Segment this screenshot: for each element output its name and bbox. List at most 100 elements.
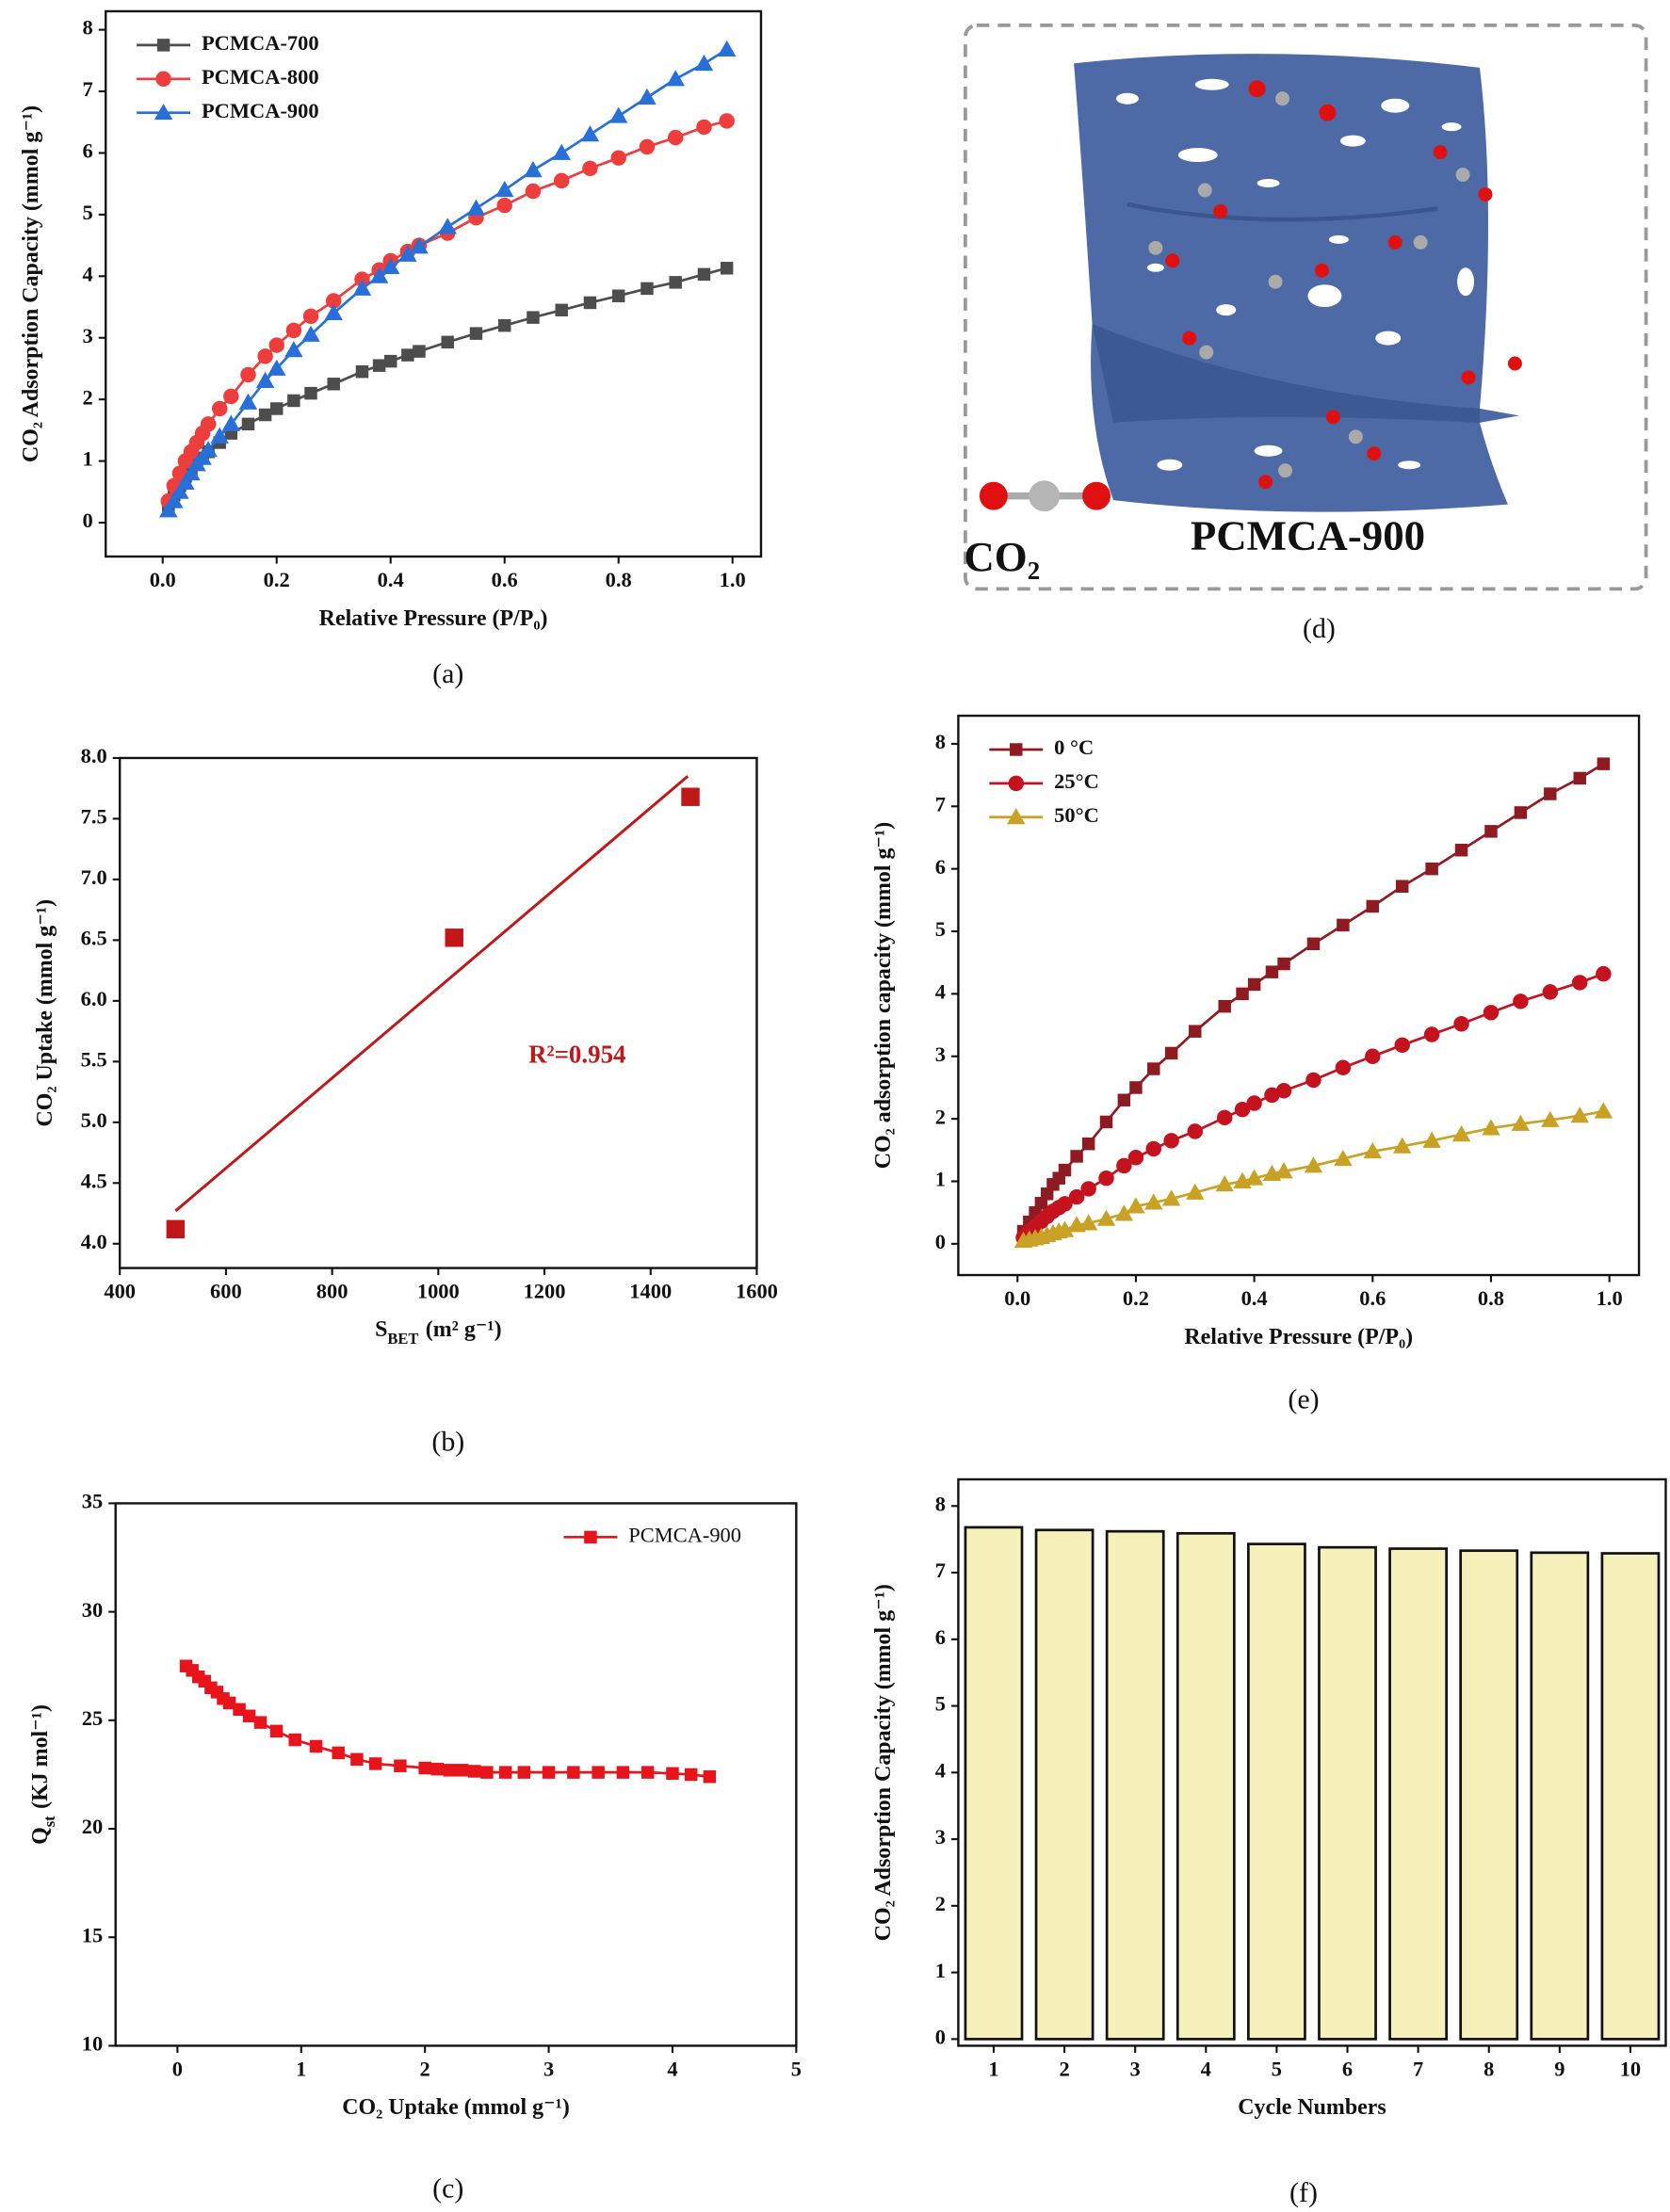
- x-tick-label: 800: [316, 1280, 349, 1303]
- marker: [211, 400, 228, 417]
- y-axis-label-part: st: [41, 1816, 58, 1827]
- marker: [413, 345, 426, 358]
- y-tick-label: 4: [935, 980, 946, 1004]
- marker: [200, 416, 217, 432]
- panel-label: (f): [1289, 2177, 1318, 2208]
- y-tick-label: 3: [935, 1825, 946, 1849]
- marker: [354, 271, 370, 287]
- x-tick-label: 7: [1413, 2058, 1423, 2081]
- x-tick-label: 1.0: [720, 568, 746, 591]
- marker: [1129, 1081, 1143, 1094]
- x-tick-label: 1: [988, 2058, 998, 2081]
- y-tick-label: 7: [935, 792, 946, 815]
- marker: [638, 88, 657, 105]
- series-line: [167, 120, 728, 502]
- x-axis-label: CO₂ Uptake (mmol g⁻¹): [342, 2095, 570, 2120]
- marker: [1304, 1156, 1323, 1173]
- marker: [1080, 1181, 1096, 1197]
- marker: [355, 364, 369, 379]
- bar: [1247, 1542, 1306, 2041]
- y-tick-label: 7: [83, 77, 93, 101]
- marker: [466, 199, 486, 216]
- x-tick-label: 1600: [736, 1280, 778, 1303]
- y-axis-label: Qst (KJ mol⁻¹): [28, 1704, 58, 1845]
- marker: [155, 71, 171, 88]
- bar: [1175, 1531, 1236, 2041]
- data-point: [166, 1219, 186, 1239]
- x-tick-label: 0: [172, 2058, 183, 2081]
- marker: [669, 276, 682, 289]
- y-tick-label: 20: [82, 1815, 103, 1838]
- y-axis-label: CO₂ adsorption capacity (mmol g⁻¹): [871, 822, 896, 1170]
- marker: [1117, 1093, 1131, 1106]
- marker: [717, 40, 737, 57]
- legend-label: PCMCA-900: [628, 1523, 741, 1546]
- x-axis-label: Relative Pressure (P/P₀): [1184, 1325, 1413, 1349]
- y-tick-label: 8.0: [81, 744, 107, 767]
- annotation: R²=0.954: [528, 1040, 625, 1068]
- marker: [418, 1761, 431, 1775]
- bar: [1459, 1549, 1519, 2041]
- marker: [517, 1766, 531, 1779]
- x-tick-label: 0.6: [492, 568, 518, 591]
- marker: [498, 1766, 512, 1779]
- marker: [1078, 1214, 1098, 1231]
- marker: [1513, 993, 1529, 1009]
- marker: [1422, 1131, 1441, 1148]
- marker: [495, 180, 514, 198]
- x-axis-label-part: (m² g⁻¹): [426, 1317, 502, 1342]
- marker: [1394, 1037, 1410, 1054]
- marker: [684, 1768, 698, 1782]
- sheet-crease: [1127, 202, 1438, 222]
- marker: [608, 106, 628, 123]
- y-tick-label: 4.0: [81, 1230, 107, 1253]
- marker: [542, 1766, 556, 1779]
- marker: [222, 1696, 236, 1710]
- marker: [1163, 1133, 1179, 1149]
- pores: [1115, 78, 1475, 471]
- marker: [584, 1530, 597, 1544]
- marker: [1484, 825, 1498, 838]
- marker: [1147, 1062, 1160, 1075]
- marker: [1161, 1189, 1181, 1206]
- marker: [1453, 1016, 1469, 1032]
- x-tick-label: 0.4: [1241, 1286, 1268, 1310]
- marker: [694, 54, 714, 72]
- marker: [696, 119, 712, 136]
- marker: [257, 348, 273, 364]
- marker: [1335, 1059, 1352, 1075]
- x-tick-label: 3: [543, 2058, 554, 2081]
- marker: [156, 39, 170, 52]
- panel-d: CO₂ PCMCA-900 (d): [964, 24, 1648, 644]
- marker: [1236, 987, 1249, 1001]
- marker: [302, 308, 319, 325]
- marker: [1164, 1046, 1178, 1060]
- marker: [1244, 1169, 1264, 1186]
- marker: [176, 473, 195, 490]
- marker: [221, 414, 241, 431]
- marker: [240, 366, 256, 383]
- marker: [1572, 975, 1588, 991]
- marker: [567, 1766, 580, 1779]
- marker: [1144, 1193, 1163, 1210]
- y-tick-label: 6.5: [81, 927, 107, 950]
- marker: [1058, 1163, 1072, 1177]
- marker: [401, 348, 414, 362]
- marker: [697, 267, 711, 282]
- marker: [233, 1703, 246, 1717]
- marker: [1570, 1106, 1589, 1123]
- y-tick-label: 2: [83, 385, 93, 409]
- marker: [443, 1764, 457, 1777]
- marker: [199, 441, 218, 458]
- y-tick-label: 6: [935, 855, 946, 879]
- marker: [1544, 787, 1557, 800]
- y-tick-label: 4: [83, 262, 93, 285]
- marker: [582, 160, 598, 177]
- marker: [1395, 880, 1409, 893]
- marker: [1573, 771, 1586, 785]
- marker: [527, 311, 540, 324]
- x-tick-label: 6: [1342, 2058, 1353, 2081]
- marker: [369, 266, 389, 283]
- bar: [1600, 1552, 1661, 2041]
- legend-label: PCMCA-800: [202, 65, 319, 89]
